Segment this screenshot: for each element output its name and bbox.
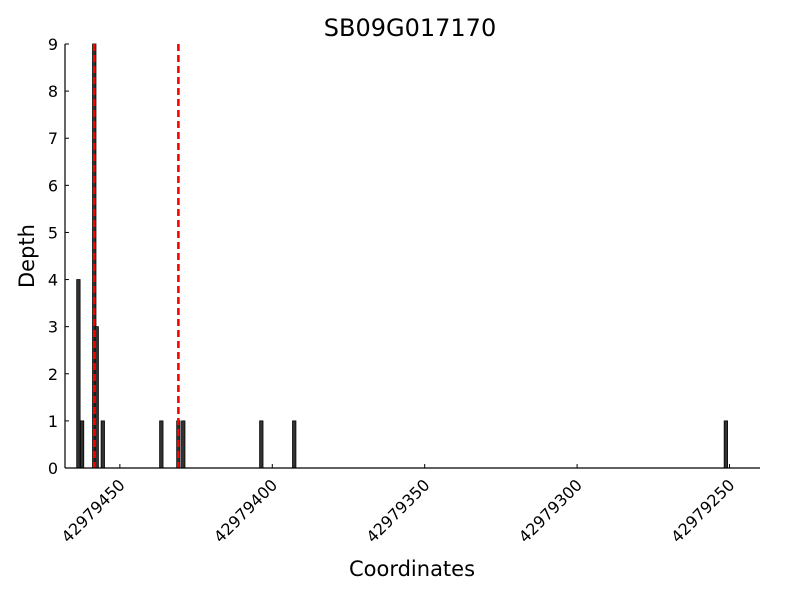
x-ticks-layer: 42979450 42979400 42979350 42979300 42979250: [58, 464, 738, 546]
bar-7: [181, 420, 186, 469]
bar-0: [76, 279, 81, 469]
bar-8: [259, 420, 264, 469]
x-tick-label-1: 42979400: [210, 475, 281, 546]
y-tick-label-0: 0: [48, 459, 58, 478]
y-ticks-layer: 0 1 2 3 4 5 6 7 8 9: [48, 35, 69, 478]
x-tick-label-2: 42979350: [363, 475, 434, 546]
x-axis-title: Coordinates: [349, 557, 475, 581]
bar-4: [100, 420, 105, 469]
y-tick-label-2: 2: [48, 365, 58, 384]
bar-1: [79, 420, 85, 469]
y-tick-label-4: 4: [48, 271, 58, 290]
x-tick-label-0: 42979450: [58, 475, 129, 546]
y-tick-label-7: 7: [48, 129, 58, 148]
y-tick-label-6: 6: [48, 176, 58, 195]
bars-layer: [76, 43, 728, 469]
x-tick-label-4: 42979250: [667, 475, 738, 546]
y-axis-title: Depth: [15, 224, 39, 288]
y-tick-label-9: 9: [48, 35, 58, 54]
y-tick-label-8: 8: [48, 82, 58, 101]
y-tick-label-1: 1: [48, 412, 58, 431]
bar-10: [723, 420, 728, 469]
bar-9: [292, 420, 297, 469]
x-tick-label-3: 42979300: [515, 475, 586, 546]
y-tick-label-3: 3: [48, 318, 58, 337]
chart-title: SB09G017170: [324, 14, 496, 42]
y-tick-label-5: 5: [48, 223, 58, 242]
reference-lines-layer: [92, 44, 180, 468]
bar-5: [159, 420, 164, 469]
